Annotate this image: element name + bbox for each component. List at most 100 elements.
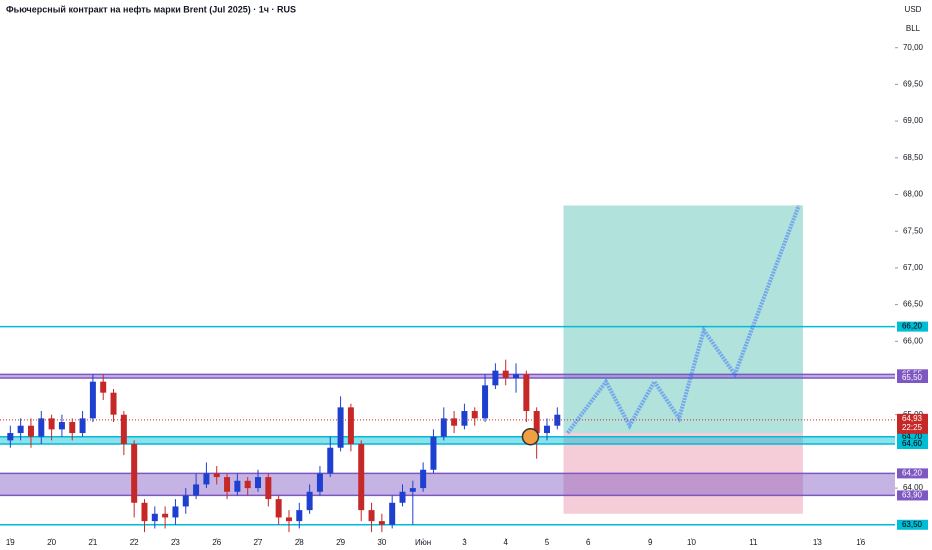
level-label-box <box>897 372 928 383</box>
x-tick-label: 29 <box>336 538 345 547</box>
level-label-box <box>897 490 928 501</box>
x-tick-label: 3 <box>462 538 467 547</box>
candle-body <box>265 477 272 500</box>
candle-body <box>100 381 107 393</box>
candle-body <box>182 495 189 507</box>
candle-body <box>58 422 65 430</box>
candle-body <box>409 488 416 492</box>
candle-body <box>69 422 76 434</box>
level-label: 64,70 <box>902 432 923 441</box>
x-tick-label: 11 <box>749 538 758 547</box>
x-tick-label: 27 <box>254 538 263 547</box>
last-price-box <box>897 413 928 434</box>
x-tick-label: 26 <box>212 538 221 547</box>
x-tick-label: 28 <box>295 538 304 547</box>
y-tick-label: 67,00 <box>903 263 924 272</box>
level-label-box <box>897 439 928 450</box>
candle-body <box>378 521 385 525</box>
level-label-box <box>897 321 928 332</box>
y-tick-label: 64,00 <box>903 483 924 492</box>
level-label: 64,60 <box>902 439 923 448</box>
profit-zone <box>563 205 803 434</box>
candle-body <box>79 418 86 434</box>
candle-body <box>523 374 530 412</box>
candle-body <box>7 433 14 441</box>
candle-body <box>234 480 241 492</box>
x-tick-label: 9 <box>648 538 653 547</box>
x-tick-label: 4 <box>503 538 508 547</box>
y-tick-label: 70,00 <box>903 43 924 52</box>
x-tick-label: 20 <box>47 538 56 547</box>
x-tick-label: 16 <box>856 538 865 547</box>
y-tick-label: 66,00 <box>903 336 924 345</box>
x-tick-label: 6 <box>586 538 591 547</box>
x-tick-label: 30 <box>377 538 386 547</box>
candle-body <box>244 480 251 489</box>
x-tick-label: 10 <box>687 538 696 547</box>
unit: BLL <box>906 24 921 33</box>
candle-body <box>430 436 437 470</box>
candle-body <box>224 477 231 492</box>
candle-body <box>440 418 447 437</box>
candle-body <box>38 418 45 437</box>
candle-body <box>27 425 34 437</box>
candle-body <box>358 444 365 511</box>
level-label: 63,90 <box>902 491 923 500</box>
plot-area <box>0 204 895 533</box>
candle-body <box>543 425 550 434</box>
currency: USD <box>905 5 922 14</box>
zone <box>0 473 895 496</box>
y-tick-label: 69,00 <box>903 116 924 125</box>
candle-body <box>461 411 468 426</box>
candle-body <box>347 407 354 445</box>
candle-body <box>120 414 127 445</box>
candle-body <box>420 469 427 489</box>
level-label-box <box>897 431 928 442</box>
candle-body <box>131 444 138 503</box>
axes: 70,00 69,50 69,00 68,50 68,00 67,50 67,00 66,50… <box>6 43 928 547</box>
candle-body <box>203 473 210 485</box>
y-tick-label: 67,50 <box>903 226 924 235</box>
candle-body <box>193 484 200 496</box>
chart-title: Фьючерсный контракт на нефть марки Brent… <box>6 4 296 14</box>
candle-body <box>337 407 344 448</box>
entry-marker <box>521 427 540 446</box>
candle-body <box>48 418 55 430</box>
forecast-line <box>566 204 801 435</box>
candle-body <box>296 510 303 522</box>
candle-body <box>492 370 499 386</box>
candle-body <box>141 502 148 522</box>
x-tick-label: 21 <box>88 538 97 547</box>
y-tick-label: 68,50 <box>903 153 924 162</box>
level-label: 65,50 <box>902 373 923 382</box>
candle-body <box>17 425 24 434</box>
candle-body <box>533 411 540 434</box>
candle-body <box>110 392 117 415</box>
x-tick-label: Июн <box>415 538 431 547</box>
x-tick-label: 13 <box>813 538 822 547</box>
zone <box>0 374 895 378</box>
candle-body <box>502 370 509 378</box>
level-label: 63,50 <box>902 520 923 529</box>
x-tick-label: 22 <box>130 538 139 547</box>
candle-body <box>151 513 158 522</box>
candle-body <box>513 374 520 378</box>
candle-body <box>482 385 489 419</box>
candle-body <box>162 513 169 518</box>
candle-body <box>172 506 179 518</box>
candle-body <box>554 414 561 426</box>
candle-body <box>316 473 323 492</box>
y-tick-label: 66,50 <box>903 300 924 309</box>
zone <box>0 436 895 445</box>
price-axis <box>895 0 932 550</box>
candle-body <box>213 473 220 478</box>
candle-body <box>399 491 406 503</box>
last-price-timer: 22:25 <box>902 423 923 432</box>
candle-body <box>275 499 282 518</box>
candle-body <box>389 502 396 525</box>
candle-body <box>89 381 96 419</box>
x-tick-label: 19 <box>6 538 15 547</box>
level-label: 66,20 <box>902 322 923 331</box>
candle-body <box>306 491 313 511</box>
